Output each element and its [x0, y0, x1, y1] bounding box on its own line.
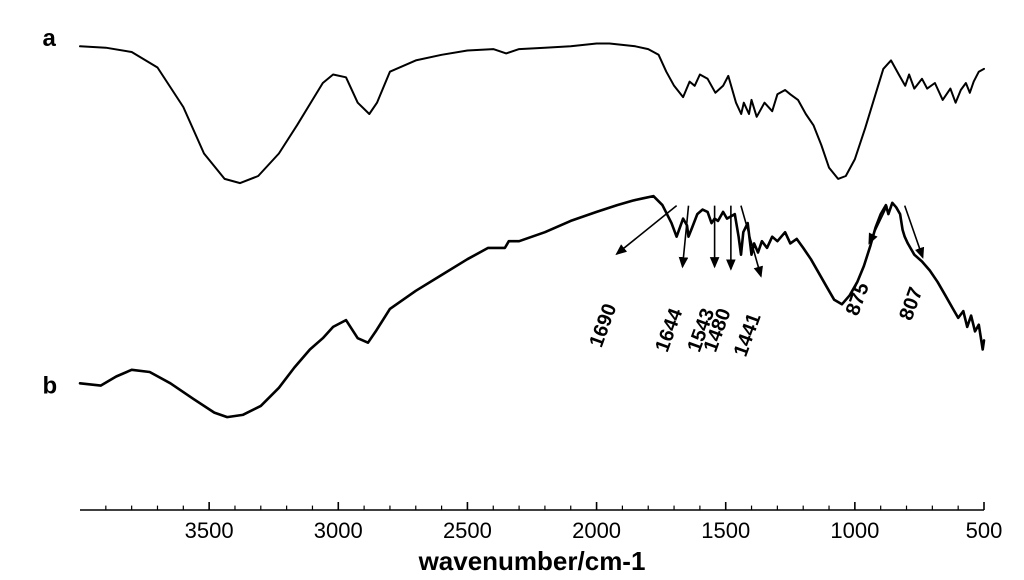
peak-label: 1441 — [730, 310, 766, 359]
x-tick-label: 2500 — [443, 518, 492, 543]
x-tick-label: 500 — [966, 518, 1003, 543]
peak-arrow — [869, 206, 887, 244]
spectrum-line-a — [80, 44, 984, 184]
peak-label: 1690 — [585, 301, 621, 350]
peak-arrow — [617, 206, 677, 254]
peak-arrow — [905, 206, 923, 258]
series-label-b: b — [43, 373, 58, 400]
x-tick-label: 2000 — [572, 518, 621, 543]
peak-arrow — [741, 206, 761, 277]
ftir-spectrum-chart: 3500 3000 2500 2000 1500 1000 500 wavenumber/cm… — [0, 0, 1024, 580]
chart-svg: 3500 3000 2500 2000 1500 1000 500 wavenumber/cm… — [0, 0, 1024, 580]
x-tick-label: 1500 — [701, 518, 750, 543]
x-axis-label: wavenumber/cm-1 — [418, 546, 646, 576]
x-tick-label: 3000 — [314, 518, 363, 543]
x-tick-label: 1000 — [830, 518, 879, 543]
x-tick-label: 3500 — [185, 518, 234, 543]
peak-label: 875 — [842, 280, 874, 319]
peak-label: 1644 — [651, 305, 687, 355]
peak-label: 807 — [895, 284, 927, 323]
series-label-a: a — [43, 25, 57, 52]
